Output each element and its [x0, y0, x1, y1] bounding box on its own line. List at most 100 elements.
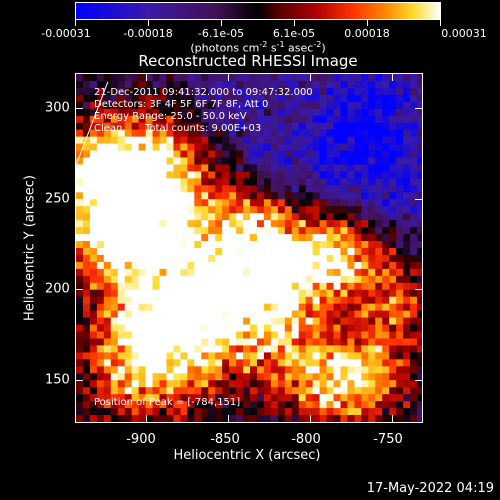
heatmap-cell [403, 289, 411, 298]
heatmap-cell [375, 415, 383, 422]
heatmap-cell [396, 80, 404, 89]
heatmap-cell [403, 296, 411, 305]
heatmap-cell [103, 359, 112, 367]
heatmap-cell [249, 268, 258, 277]
heatmap-cell [138, 282, 147, 291]
heatmap-cell [138, 80, 147, 89]
heatmap-cell [124, 157, 133, 165]
heatmap-cell [243, 80, 251, 89]
heatmap-cell [145, 150, 154, 159]
heatmap-cell [361, 129, 369, 138]
heatmap-cell [347, 275, 355, 284]
heatmap-cell [76, 206, 84, 214]
heatmap-cell [159, 206, 167, 214]
heatmap-cell [305, 164, 314, 172]
heatmap-cell [117, 178, 126, 186]
heatmap-cell [368, 268, 376, 277]
heatmap-cell [382, 401, 390, 409]
heatmap-cell [256, 74, 265, 82]
heatmap-cell [103, 178, 112, 186]
heatmap-cell [215, 164, 223, 172]
heatmap-cell [298, 268, 307, 277]
heatmap-cell [354, 401, 362, 409]
heatmap-cell [236, 282, 244, 291]
heatmap-cell [375, 394, 383, 402]
heatmap-cell [319, 352, 328, 360]
heatmap-cell [187, 275, 195, 284]
heatmap-cell [208, 408, 216, 416]
heatmap-cell [110, 213, 119, 221]
heatmap-cell [124, 345, 133, 353]
heatmap-cell [117, 352, 126, 360]
heatmap-cell [76, 227, 84, 235]
heatmap-cell [89, 74, 98, 82]
heatmap-cell [249, 94, 258, 103]
heatmap-cell [396, 268, 404, 277]
heatmap-cell [291, 227, 300, 235]
heatmap-cell [215, 415, 223, 422]
heatmap-cell [243, 206, 251, 214]
heatmap-cell [222, 157, 230, 165]
heatmap-cell [256, 268, 265, 277]
heatmap-cell [256, 80, 265, 89]
heatmap-cell [270, 87, 279, 96]
heatmap-cell [243, 345, 251, 353]
heatmap-cell [389, 268, 397, 277]
heatmap-cell [284, 303, 293, 312]
heatmap-cell [347, 115, 355, 124]
heatmap-cell [117, 234, 126, 242]
heatmap-cell [145, 164, 154, 172]
heatmap-cell [326, 373, 335, 381]
heatmap-cell [347, 192, 355, 200]
heatmap-cell [305, 359, 314, 367]
heatmap-cell [319, 254, 328, 263]
heatmap-cell [152, 227, 161, 235]
heatmap-cell [312, 366, 321, 374]
heatmap-cell [312, 136, 321, 145]
x-tick [392, 415, 393, 423]
heatmap-cell [243, 74, 251, 82]
heatmap-cell [340, 282, 348, 291]
heatmap-cell [89, 101, 98, 110]
heatmap-cell [319, 115, 328, 124]
heatmap-cell [340, 345, 348, 353]
heatmap-cell [256, 241, 265, 249]
heatmap-cell [417, 261, 422, 270]
heatmap-cell [103, 87, 112, 96]
heatmap-cell [298, 80, 307, 89]
heatmap-cell [229, 275, 237, 284]
heatmap-cell [312, 296, 321, 305]
heatmap-cell [159, 289, 167, 298]
heatmap-cell [145, 317, 154, 326]
heatmap-cell [103, 352, 112, 360]
heatmap-cell [243, 115, 251, 124]
heatmap-cell [319, 241, 328, 249]
heatmap-cell [117, 150, 126, 159]
heatmap-cell [284, 108, 293, 117]
heatmap-cell [256, 213, 265, 221]
heatmap-cell [229, 234, 237, 242]
heatmap-cell [284, 408, 293, 416]
heatmap-cell [124, 317, 133, 326]
heatmap-cell [180, 366, 188, 374]
heatmap-cell [396, 394, 404, 402]
heatmap-cell [145, 338, 154, 346]
heatmap-cell [270, 220, 279, 228]
heatmap-cell [110, 310, 119, 319]
heatmap-cell [131, 122, 140, 131]
heatmap-cell [96, 122, 105, 131]
heatmap-cell [180, 401, 188, 409]
heatmap-cell [326, 227, 335, 235]
heatmap-cell [145, 296, 154, 305]
heatmap-cell [417, 185, 422, 193]
heatmap-cell [222, 331, 230, 339]
heatmap-cell [340, 206, 348, 214]
heatmap-cell [263, 171, 272, 179]
heatmap-cell [291, 136, 300, 145]
heatmap-cell [361, 282, 369, 291]
heatmap-cell [194, 248, 202, 256]
peak-position-text: Position of Peak = [-784,151] [94, 397, 241, 408]
heatmap-cell [403, 74, 411, 82]
heatmap-cell [89, 129, 98, 138]
heatmap-cell [333, 394, 341, 402]
